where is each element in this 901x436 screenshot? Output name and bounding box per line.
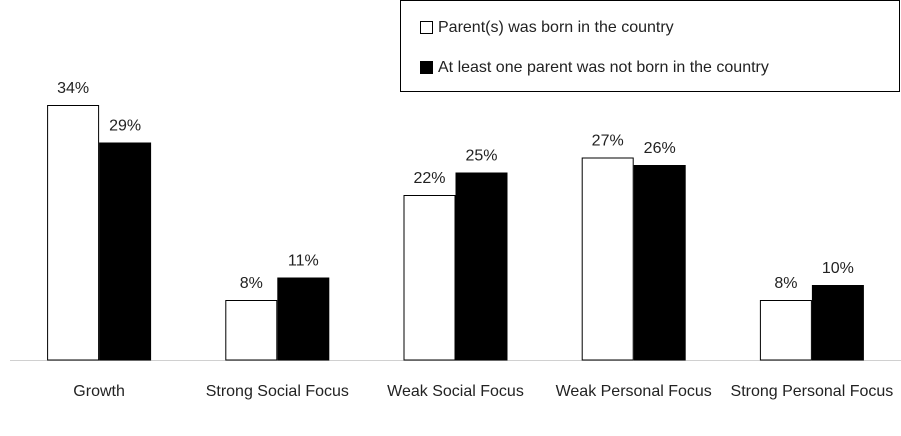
value-label: 11% [288,253,319,270]
bar [759,300,812,361]
legend-label: At least one parent was not born in the … [438,59,769,76]
bar [403,195,456,361]
legend-box [400,0,900,92]
bar [633,165,686,361]
x-tick-label: Strong Personal Focus [730,383,894,400]
bar [225,300,278,361]
x-tick-label: Strong Social Focus [205,383,349,400]
bar [277,277,330,361]
value-label: 25% [465,148,497,165]
bar [581,157,634,361]
bar [455,172,508,361]
legend-swatch [420,21,433,34]
value-label: 8% [774,275,797,292]
value-label: 29% [109,118,141,135]
legend-swatch [420,61,433,74]
x-tick-label: Growth [73,383,125,400]
bar [47,105,100,361]
x-tick-label: Weak Personal Focus [555,383,712,400]
value-label: 22% [413,170,445,187]
bar [811,285,864,361]
value-label: 26% [644,140,676,157]
value-label: 8% [240,275,263,292]
value-label: 10% [822,260,854,277]
legend-label: Parent(s) was born in the country [438,19,674,36]
value-label: 34% [57,80,89,97]
bar [99,142,152,361]
x-tick-label: Weak Social Focus [387,383,524,400]
value-label: 27% [592,133,624,150]
